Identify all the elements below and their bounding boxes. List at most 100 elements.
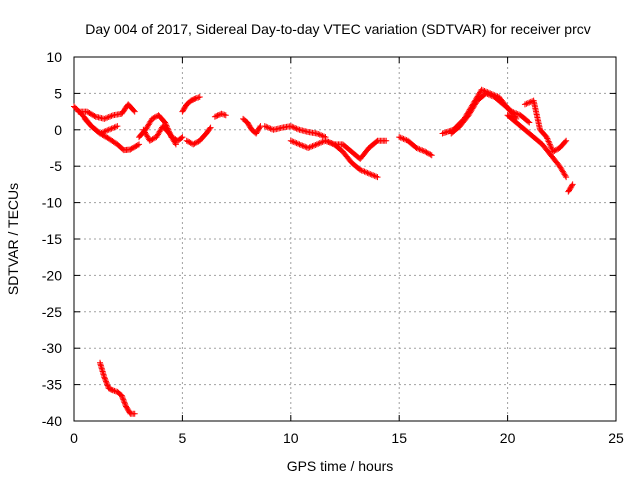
- series-e: [140, 123, 179, 148]
- data-point-marker: [146, 137, 153, 144]
- data-point-marker: [419, 147, 426, 154]
- data-point-marker: [190, 141, 197, 148]
- series-g: [183, 124, 214, 148]
- data-point-marker: [543, 134, 550, 141]
- data-point-marker: [120, 397, 127, 404]
- data-point-marker: [149, 136, 156, 143]
- data-point-marker: [544, 136, 551, 143]
- data-point-marker: [510, 109, 517, 116]
- data-point-marker: [427, 151, 434, 158]
- data-point-marker: [292, 139, 299, 146]
- y-tick-label: -35: [42, 377, 62, 393]
- chart-title: Day 004 of 2017, Sidereal Day-to-day VTE…: [85, 21, 591, 37]
- data-point-marker: [266, 124, 273, 131]
- x-tick-label: 0: [70, 430, 78, 446]
- data-point-marker: [263, 123, 270, 130]
- data-point-marker: [523, 100, 530, 107]
- data-point-marker: [315, 131, 322, 138]
- data-point-marker: [315, 140, 322, 147]
- data-point-marker: [102, 377, 109, 384]
- data-point-marker: [306, 144, 313, 151]
- data-point-marker: [136, 141, 143, 148]
- data-point-marker: [488, 92, 495, 99]
- data-point-marker: [374, 174, 381, 181]
- data-point-marker: [524, 100, 531, 107]
- data-point-marker: [108, 125, 115, 132]
- y-axis-label: SDTVAR / TECUs: [5, 183, 21, 295]
- series-q: [521, 97, 570, 155]
- data-point-marker: [213, 113, 220, 120]
- x-tick-label: 10: [283, 430, 299, 446]
- data-point-marker: [396, 134, 403, 141]
- data-point-marker: [264, 124, 271, 131]
- x-tick-label: 20: [500, 430, 516, 446]
- data-point-marker: [428, 152, 435, 159]
- data-point-marker: [514, 111, 521, 118]
- data-point-marker: [365, 170, 372, 177]
- data-point-marker: [289, 123, 296, 130]
- data-point-marker: [186, 139, 193, 146]
- data-point-marker: [310, 142, 317, 149]
- series-f: [179, 94, 203, 115]
- series-k: [287, 137, 381, 181]
- data-point-marker: [103, 379, 110, 386]
- data-point-marker: [399, 135, 406, 142]
- data-point-marker: [290, 124, 297, 131]
- data-point-marker: [267, 125, 274, 132]
- x-tick-label: 25: [608, 430, 624, 446]
- data-point-marker: [191, 140, 198, 147]
- data-point-marker: [370, 172, 377, 179]
- data-point-marker: [187, 139, 194, 146]
- data-point-marker: [373, 138, 380, 145]
- data-point-marker: [552, 147, 559, 154]
- data-point-marker: [322, 137, 329, 144]
- data-point-marker: [194, 139, 201, 146]
- x-tick-label: 5: [179, 430, 187, 446]
- y-tick-label: -15: [42, 231, 62, 247]
- y-tick-label: -40: [42, 413, 62, 429]
- y-tick-label: -5: [50, 158, 63, 174]
- data-point-marker: [521, 101, 528, 108]
- data-point-marker: [318, 132, 325, 139]
- data-point-marker: [484, 91, 491, 98]
- data-point-marker: [478, 86, 485, 93]
- data-point-marker: [487, 92, 494, 99]
- data-point-marker: [513, 110, 520, 117]
- data-point-marker: [215, 111, 222, 118]
- data-point-marker: [104, 382, 111, 389]
- data-point-marker: [423, 149, 430, 156]
- data-point-marker: [545, 138, 552, 145]
- data-point-marker: [316, 131, 323, 138]
- data-points: [71, 86, 576, 417]
- data-point-marker: [91, 112, 98, 119]
- data-point-marker: [316, 140, 323, 147]
- data-point-marker: [364, 169, 371, 176]
- data-point-marker: [373, 173, 380, 180]
- data-point-marker: [287, 137, 294, 144]
- data-point-marker: [368, 171, 375, 178]
- data-point-marker: [134, 142, 141, 149]
- data-point-marker: [131, 410, 138, 417]
- data-point-marker: [261, 123, 268, 130]
- series-b: [75, 101, 138, 122]
- data-point-marker: [328, 140, 335, 147]
- y-tick-label: 10: [46, 49, 62, 65]
- data-point-marker: [401, 136, 408, 143]
- data-point-marker: [400, 135, 407, 142]
- data-point-marker: [112, 123, 119, 130]
- data-point-marker: [120, 396, 127, 403]
- series-o: [448, 90, 533, 137]
- data-point-marker: [546, 141, 553, 148]
- data-point-marker: [296, 141, 303, 148]
- data-point-marker: [119, 393, 126, 400]
- data-point-marker: [121, 399, 128, 406]
- axis-ticks: 0 5 10 15 20 25 10 5 0 -5 -10 -15 -20 -25 -30 -35 -40: [42, 49, 624, 446]
- data-point-marker: [313, 130, 320, 137]
- data-point-marker: [290, 138, 297, 145]
- data-point-marker: [185, 138, 192, 145]
- data-point-marker: [358, 167, 365, 174]
- data-point-marker: [371, 172, 378, 179]
- data-point-marker: [150, 135, 157, 142]
- x-axis-label: GPS time / hours: [287, 458, 394, 474]
